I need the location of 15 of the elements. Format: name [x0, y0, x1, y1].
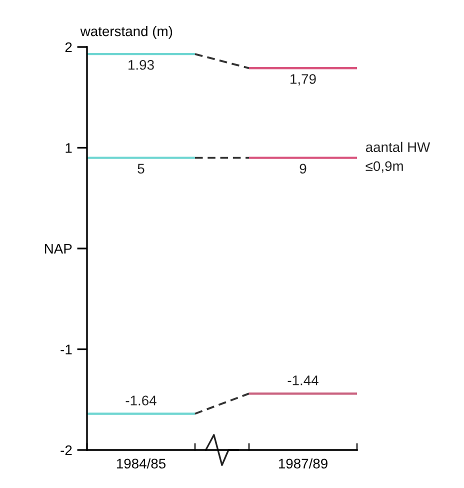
data-label: -1.64 — [126, 396, 156, 406]
data-label: 1,79 — [290, 74, 316, 86]
data-label: 1.93 — [128, 60, 154, 70]
x-tick-label: 1987/89 — [278, 458, 328, 469]
y-tick-label: -1 — [60, 344, 72, 354]
y-tick-label: NAP — [44, 244, 72, 254]
y-tick-label: 1 — [66, 143, 72, 153]
x-tick-label: 1984/85 — [116, 458, 166, 469]
series-label: aantal HW ≤0,9m — [366, 142, 430, 173]
y-tick-label: -2 — [60, 445, 72, 456]
annotation: 9 — [300, 164, 306, 174]
annotation: 5 — [138, 164, 144, 174]
y-axis-title: waterstand (m) — [80, 26, 172, 39]
y-tick-label: 2 — [65, 42, 72, 52]
data-label: -1.44 — [288, 376, 318, 386]
